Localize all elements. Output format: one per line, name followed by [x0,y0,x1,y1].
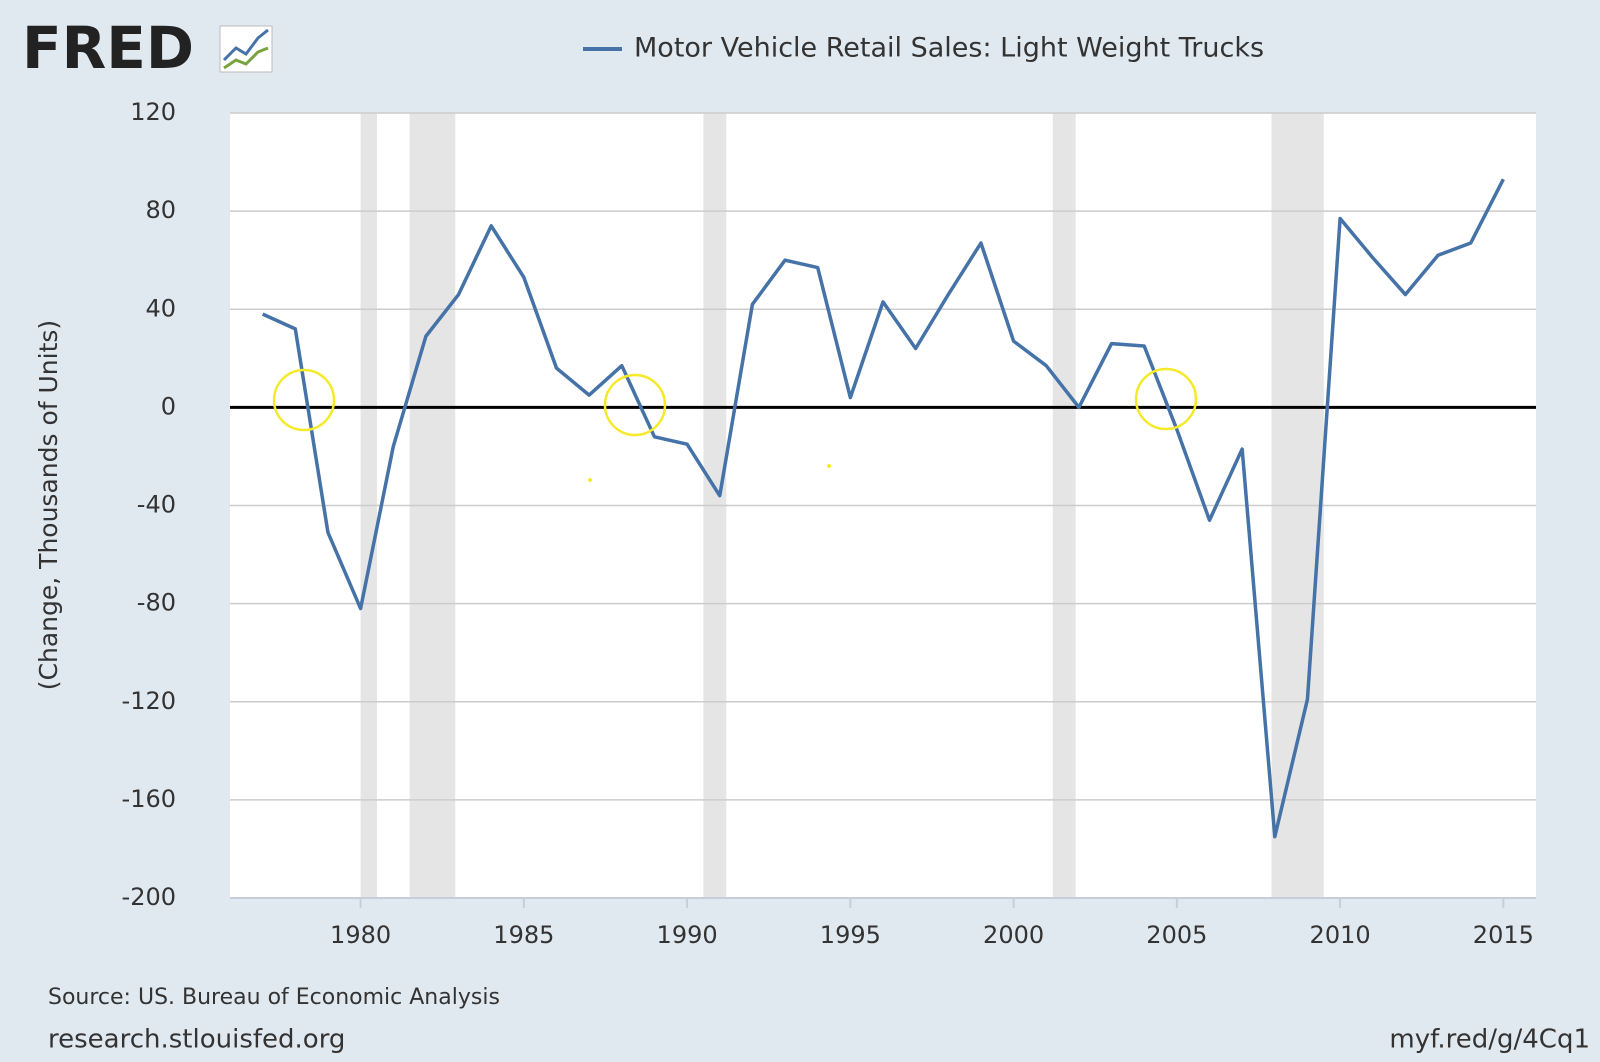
y-tick-label: -80 [137,589,176,617]
site: research.stlouisfed.org [48,1025,345,1055]
y-tick-label: 0 [161,392,176,420]
x-tick-label: 2015 [1473,921,1534,949]
x-tick-label: 2000 [983,921,1044,949]
y-tick-label: -200 [122,883,176,911]
y-tick-label: -40 [137,491,176,519]
legend-label: Motor Vehicle Retail Sales: Light Weight… [634,33,1264,64]
x-tick-label: 1980 [330,921,391,949]
y-axis-label: (Change, Thousands of Units) [34,320,63,690]
data-line [261,178,1505,839]
y-tick-label: 120 [130,98,176,126]
yellow-dot [588,478,592,482]
highlight-circle [1134,367,1198,431]
x-tick-label: 2010 [1310,921,1371,949]
highlight-circle [603,373,667,437]
y-tick-label: 80 [145,196,176,224]
yellow-dot [827,464,831,468]
logo: FRED [22,14,194,82]
x-tick-label: 2005 [1146,921,1207,949]
x-tick-label: 1985 [493,921,554,949]
y-tick-label: -120 [122,687,176,715]
y-tick-label: 40 [145,294,176,322]
logo-icon [219,25,273,73]
source: Source: US. Bureau of Economic Analysis [48,985,500,1010]
y-tick-label: -160 [122,785,176,813]
x-tick-label: 1995 [820,921,881,949]
x-tick-label: 1990 [657,921,718,949]
short-url: myf.red/g/4Cq1 [1389,1025,1590,1055]
highlight-circle [272,368,336,432]
